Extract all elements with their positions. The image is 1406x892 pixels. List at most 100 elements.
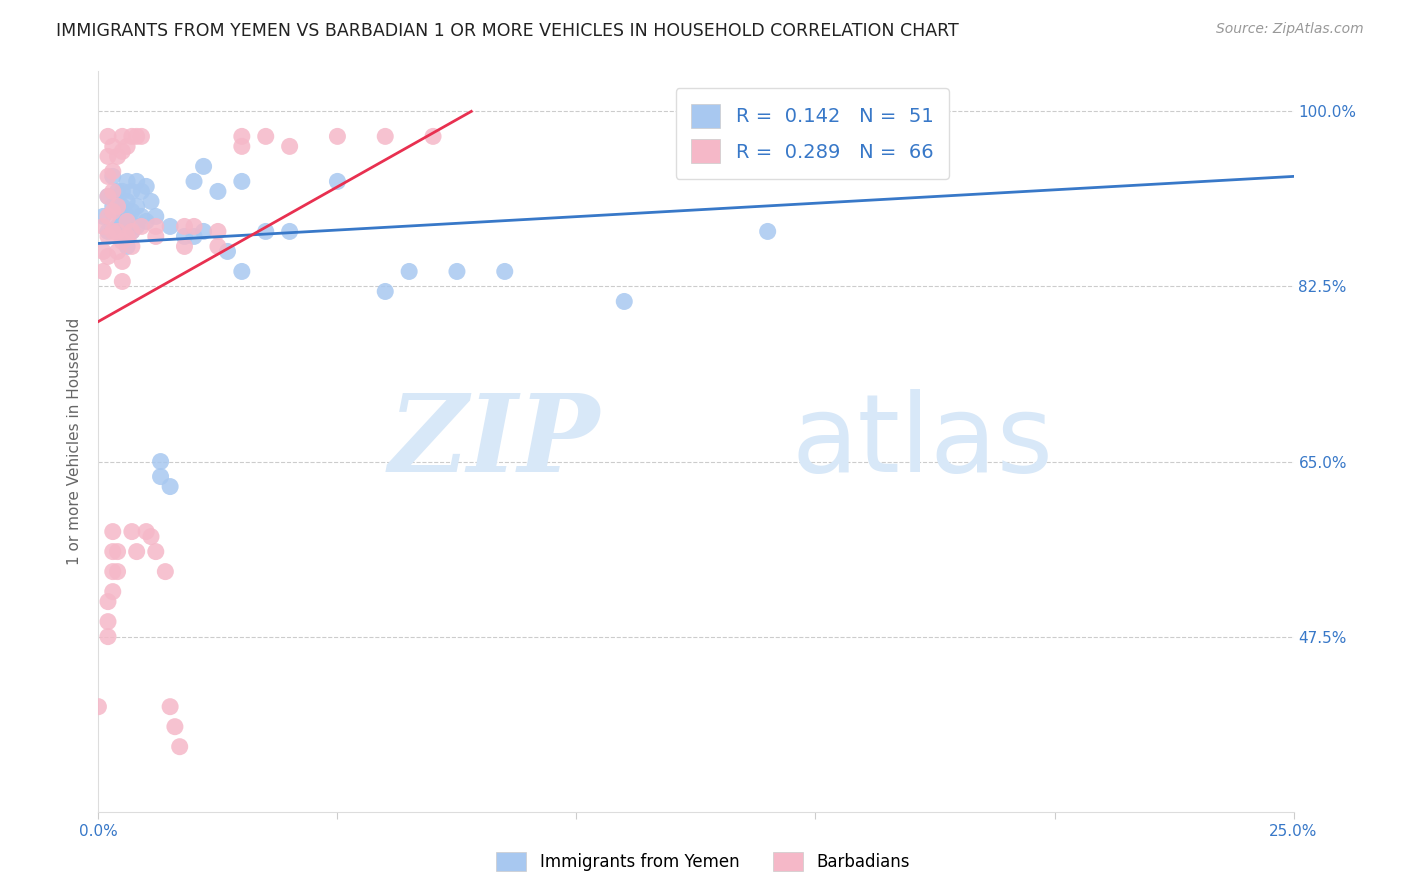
Point: [374, 285, 396, 299]
Point: [125, 129, 148, 144]
Point: [231, 139, 253, 153]
Point: [207, 239, 229, 253]
Point: [231, 174, 253, 188]
Point: [121, 129, 143, 144]
Point: [173, 229, 195, 244]
Point: [97, 189, 120, 203]
Point: [149, 469, 172, 483]
Point: [169, 739, 191, 754]
Point: [145, 544, 167, 558]
Point: [101, 139, 124, 153]
Point: [131, 210, 153, 224]
Point: [131, 219, 153, 234]
Point: [101, 204, 124, 219]
Point: [145, 219, 167, 234]
Point: [135, 179, 157, 194]
Point: [145, 229, 167, 244]
Point: [111, 229, 134, 244]
Point: [91, 244, 114, 259]
Point: [101, 169, 124, 184]
Point: [107, 204, 129, 219]
Point: [115, 229, 138, 244]
Point: [111, 214, 134, 228]
Point: [115, 224, 138, 238]
Point: [155, 565, 177, 579]
Y-axis label: 1 or more Vehicles in Household: 1 or more Vehicles in Household: [67, 318, 83, 566]
Point: [231, 129, 253, 144]
Text: ZIP: ZIP: [389, 389, 600, 494]
Point: [101, 584, 124, 599]
Point: [217, 244, 239, 259]
Point: [97, 224, 120, 238]
Point: [135, 214, 157, 228]
Point: [101, 199, 124, 213]
Point: [173, 219, 195, 234]
Point: [159, 479, 181, 493]
Point: [193, 224, 215, 238]
Point: [278, 224, 301, 238]
Point: [97, 210, 120, 224]
Point: [101, 164, 124, 178]
Point: [107, 224, 129, 238]
Point: [207, 185, 229, 199]
Point: [97, 169, 120, 184]
Point: [183, 229, 205, 244]
Point: [121, 239, 143, 253]
Point: [91, 219, 114, 234]
Point: [183, 174, 205, 188]
Point: [101, 224, 124, 238]
Point: [107, 244, 129, 259]
Point: [125, 219, 148, 234]
Point: [97, 630, 120, 644]
Point: [115, 194, 138, 209]
Point: [121, 224, 143, 238]
Point: [101, 565, 124, 579]
Point: [145, 210, 167, 224]
Point: [163, 720, 186, 734]
Point: [326, 174, 349, 188]
Text: atlas: atlas: [792, 389, 1053, 494]
Point: [111, 145, 134, 159]
Point: [278, 139, 301, 153]
Point: [125, 174, 148, 188]
Point: [107, 219, 129, 234]
Point: [107, 199, 129, 213]
Point: [121, 185, 143, 199]
Point: [121, 204, 143, 219]
Legend: Immigrants from Yemen, Barbadians: Immigrants from Yemen, Barbadians: [488, 843, 918, 880]
Point: [115, 210, 138, 224]
Point: [139, 194, 162, 209]
Point: [326, 129, 349, 144]
Point: [374, 129, 396, 144]
Point: [183, 219, 205, 234]
Point: [97, 250, 120, 264]
Point: [149, 454, 172, 468]
Point: [135, 524, 157, 539]
Point: [193, 160, 215, 174]
Point: [101, 544, 124, 558]
Point: [254, 224, 277, 238]
Point: [111, 275, 134, 289]
Point: [159, 699, 181, 714]
Point: [97, 129, 120, 144]
Point: [121, 524, 143, 539]
Point: [125, 544, 148, 558]
Text: Source: ZipAtlas.com: Source: ZipAtlas.com: [1216, 22, 1364, 37]
Point: [107, 544, 129, 558]
Point: [115, 239, 138, 253]
Point: [97, 594, 120, 608]
Point: [125, 199, 148, 213]
Point: [115, 174, 138, 188]
Point: [159, 219, 181, 234]
Point: [101, 185, 124, 199]
Text: IMMIGRANTS FROM YEMEN VS BARBADIAN 1 OR MORE VEHICLES IN HOUSEHOLD CORRELATION C: IMMIGRANTS FROM YEMEN VS BARBADIAN 1 OR …: [56, 22, 959, 40]
Point: [97, 229, 120, 244]
Point: [756, 224, 779, 238]
Point: [422, 129, 444, 144]
Point: [494, 264, 516, 278]
Point: [91, 264, 114, 278]
Point: [115, 214, 138, 228]
Point: [111, 185, 134, 199]
Point: [131, 185, 153, 199]
Point: [97, 189, 120, 203]
